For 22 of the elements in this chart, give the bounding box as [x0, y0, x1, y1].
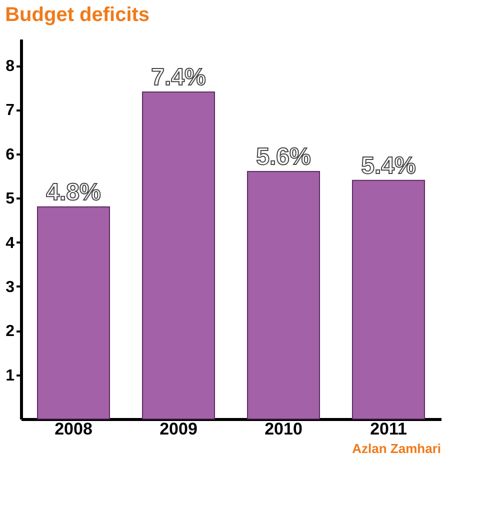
y-tick-label: 5	[6, 190, 15, 208]
x-tick-label: 2011	[370, 420, 407, 438]
data-label: 5.4%	[361, 152, 416, 180]
bar	[352, 180, 425, 420]
x-tick-label: 2008	[54, 420, 92, 438]
x-tick-label: 2010	[264, 420, 302, 438]
bar	[142, 92, 215, 420]
text: Azlan Zamhari	[352, 441, 441, 456]
bar	[247, 171, 320, 420]
y-tick-label: 3	[6, 278, 15, 296]
data-label: 4.8%	[46, 178, 101, 206]
data-label: 5.6%	[256, 144, 311, 171]
y-tick-label: 6	[6, 146, 15, 164]
chart-title: Budget deficits	[5, 4, 150, 26]
bar	[37, 206, 110, 420]
y-tick-label: 7	[6, 102, 15, 120]
x-tick-label: 2009	[160, 420, 198, 438]
y-tick-label: 8	[6, 58, 15, 76]
data-label: 7.4%	[151, 64, 206, 92]
y-tick-label: 2	[6, 323, 15, 340]
y-tick-label: 1	[6, 367, 15, 384]
y-tick-label: 4	[6, 234, 15, 252]
